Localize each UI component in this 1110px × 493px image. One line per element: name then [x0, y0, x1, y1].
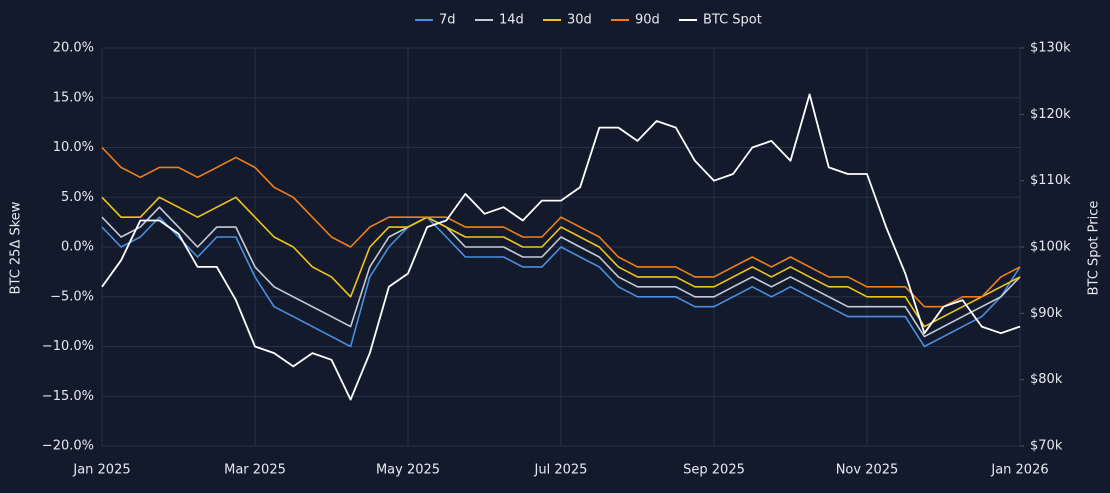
series-line: [101, 93, 1021, 401]
x-tick-label: Jul 2025: [534, 463, 588, 478]
y-tick-label: 5.0%: [61, 190, 94, 205]
y2-tick-label: $110k: [1030, 173, 1071, 188]
y-tick-label: −10.0%: [42, 339, 94, 354]
y2-tick-label: $80k: [1030, 372, 1063, 387]
y2-axis-title: BTC Spot Price: [1087, 201, 1102, 296]
series-line: [101, 146, 1021, 308]
legend-label: 7d: [439, 13, 456, 28]
x-tick-label: May 2025: [376, 463, 440, 478]
x-tick-label: Nov 2025: [836, 463, 899, 478]
legend-label: 30d: [567, 13, 592, 28]
x-tick-label: Sep 2025: [683, 463, 745, 478]
series-line: [101, 206, 1021, 338]
x-tick-label: Jan 2025: [72, 463, 130, 478]
y-axis-title: BTC 25Δ Skew: [9, 201, 24, 294]
y2-tick-label: $90k: [1030, 306, 1063, 321]
y2-tick-label: $120k: [1030, 107, 1071, 122]
series-line: [101, 196, 1021, 328]
y-tick-label: −20.0%: [42, 439, 94, 454]
y-tick-label: 20.0%: [53, 41, 94, 56]
legend-label: BTC Spot: [703, 13, 762, 28]
legend-label: 90d: [635, 13, 660, 28]
x-tick-label: Jan 2026: [990, 463, 1048, 478]
y-tick-label: −5.0%: [50, 289, 94, 304]
y-tick-label: 10.0%: [53, 140, 94, 155]
series-line: [101, 216, 1021, 348]
y-tick-label: −15.0%: [42, 389, 94, 404]
y2-tick-label: $70k: [1030, 439, 1063, 454]
x-tick-label: Mar 2025: [224, 463, 286, 478]
y2-tick-label: $100k: [1030, 240, 1071, 255]
y-tick-label: 15.0%: [53, 90, 94, 105]
y2-tick-label: $130k: [1030, 41, 1071, 56]
legend-label: 14d: [499, 13, 524, 28]
y-tick-label: 0.0%: [61, 240, 94, 255]
